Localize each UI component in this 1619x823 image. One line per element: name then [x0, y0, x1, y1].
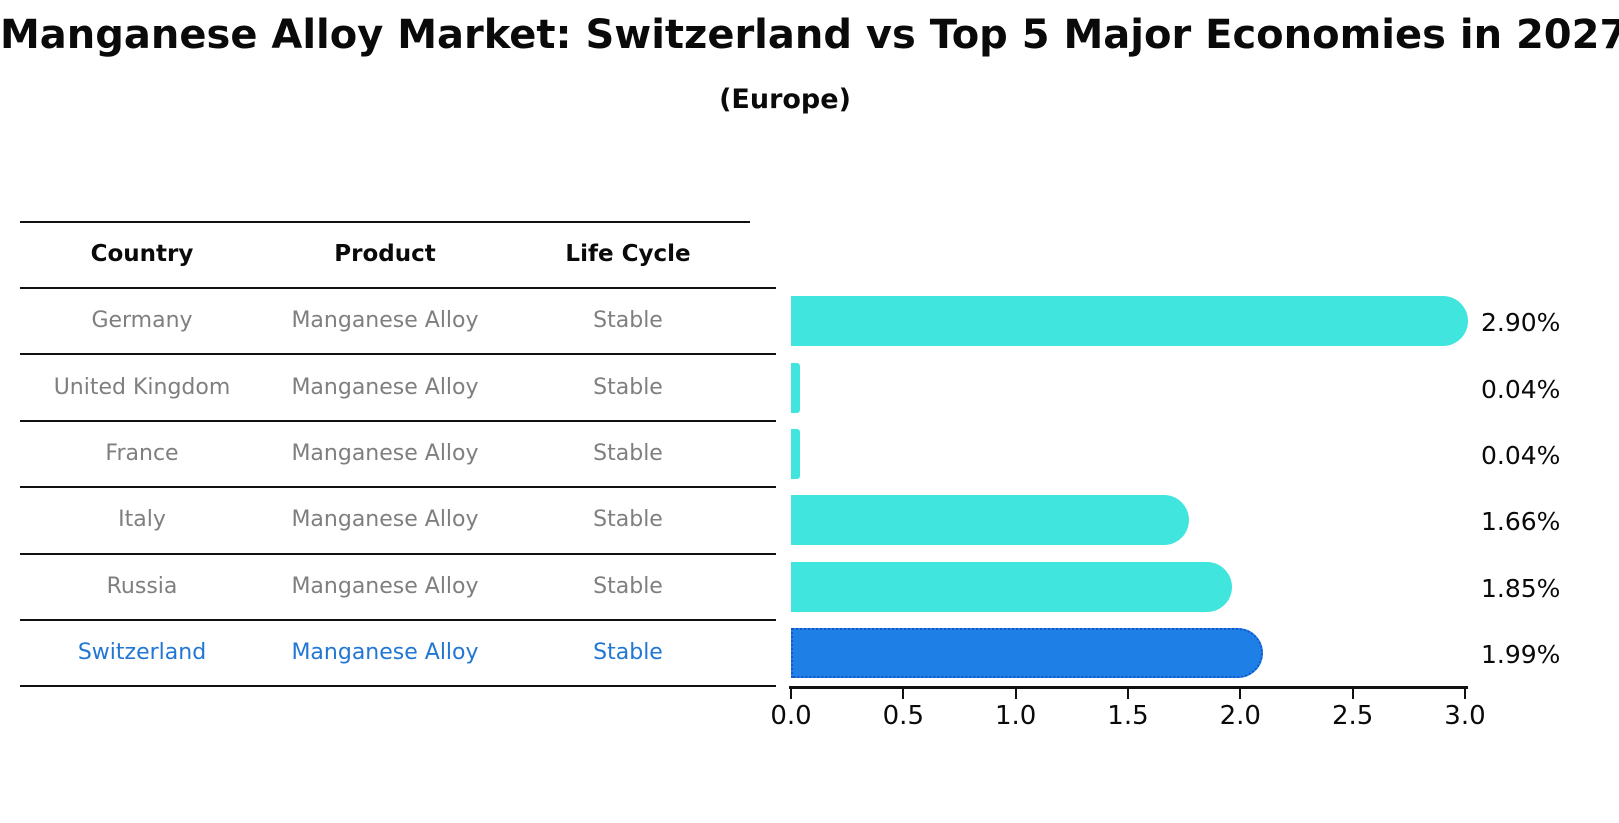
bar-value-label: 0.04% [1481, 374, 1561, 404]
x-axis-tick-label: 2.0 [1219, 701, 1261, 731]
x-axis-tick-label: 0.5 [882, 701, 924, 731]
table-header-life-cycle: Life Cycle [565, 241, 691, 267]
y-axis-tick [748, 486, 776, 489]
row-separator-line [20, 619, 750, 621]
bar-value-label: 1.99% [1481, 640, 1561, 670]
table-cell-product: Manganese Alloy [291, 573, 479, 599]
table-cell-country: United Kingdom [53, 374, 231, 400]
table-top-line [20, 221, 750, 223]
table-cell-product: Manganese Alloy [291, 507, 479, 533]
bar [791, 362, 800, 413]
table-cell-product: Manganese Alloy [291, 374, 479, 400]
table-cell-life-cycle: Stable [593, 441, 663, 466]
x-axis-tick [1126, 688, 1129, 699]
table-cell-life-cycle: Stable [593, 573, 663, 599]
x-axis-tick [1014, 688, 1017, 699]
y-axis-tick [748, 287, 776, 289]
bar-highlight-switzerland [791, 628, 1264, 679]
row-separator-line [20, 685, 750, 688]
table-cell-country: Germany [91, 308, 193, 334]
table-cell-country: Russia [106, 573, 178, 599]
x-axis-tick-label: 1.5 [1107, 701, 1149, 731]
table-cell-product: Manganese Alloy [291, 640, 479, 666]
chart-title: Manganese Alloy Market: Switzerland vs T… [0, 12, 1619, 58]
y-axis-tick [748, 552, 776, 555]
table-cell-life-cycle: Stable [593, 507, 663, 533]
x-axis-tick [1239, 688, 1242, 699]
x-axis-tick-label: 0.0 [770, 701, 812, 731]
bar [791, 561, 1232, 612]
x-axis-tick-label: 3.0 [1444, 701, 1486, 731]
y-axis-tick [748, 419, 776, 422]
x-axis-tick [1351, 688, 1354, 699]
x-axis-tick-label: 1.0 [994, 701, 1037, 731]
bar [791, 296, 1468, 347]
row-separator-line [20, 287, 750, 289]
y-axis-tick [748, 685, 776, 688]
table-cell-country: Italy [118, 507, 166, 533]
x-axis-tick [790, 688, 792, 699]
bar [791, 429, 800, 479]
row-separator-line [20, 353, 750, 356]
x-axis-tick-label: 2.5 [1331, 701, 1374, 731]
chart-subtitle: (Europe) [719, 84, 851, 115]
row-separator-line [20, 486, 750, 489]
row-separator-line [20, 552, 750, 555]
bar [791, 495, 1189, 546]
table-header-product: Product [334, 241, 436, 267]
x-axis-tick [1463, 688, 1466, 699]
y-axis-tick [748, 353, 776, 356]
table-cell-country: France [105, 441, 179, 466]
row-separator-line [20, 419, 750, 422]
x-axis-tick [902, 688, 905, 699]
bar-value-label: 2.90% [1481, 308, 1561, 338]
table-cell-life-cycle: Stable [593, 374, 663, 400]
table-header-country: Country [90, 241, 194, 267]
table-cell-life-cycle: Stable [593, 640, 663, 666]
table-cell-product: Manganese Alloy [291, 441, 479, 466]
bar-value-label: 1.66% [1481, 507, 1561, 537]
bar-value-label: 1.85% [1481, 573, 1561, 603]
table-cell-country: Switzerland [77, 640, 207, 666]
x-axis-line [789, 686, 1468, 689]
y-axis-tick [748, 619, 776, 621]
table-cell-life-cycle: Stable [593, 308, 663, 334]
bar-value-label: 0.04% [1481, 441, 1561, 470]
table-cell-product: Manganese Alloy [291, 308, 479, 334]
